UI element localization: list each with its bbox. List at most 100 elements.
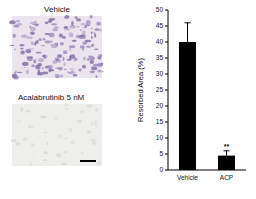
texture <box>53 30 59 31</box>
texture <box>94 33 96 37</box>
texture <box>63 63 65 67</box>
texture <box>78 35 83 37</box>
texture <box>90 60 94 64</box>
texture <box>89 56 95 60</box>
texture <box>25 49 31 53</box>
texture <box>58 134 62 138</box>
texture <box>31 65 35 68</box>
texture <box>43 159 47 161</box>
micrograph <box>11 102 102 166</box>
texture <box>86 105 92 108</box>
texture <box>27 57 33 61</box>
texture <box>81 35 84 38</box>
texture <box>9 20 16 24</box>
texture <box>97 163 102 164</box>
texture <box>81 23 86 26</box>
texture <box>20 48 24 50</box>
texture <box>43 132 47 134</box>
texture <box>63 51 68 52</box>
texture <box>91 66 97 70</box>
texture <box>30 22 36 24</box>
bars <box>179 23 235 170</box>
texture <box>99 28 102 31</box>
panel-label: Vehicle <box>44 5 70 14</box>
texture <box>50 41 53 43</box>
texture <box>14 72 16 74</box>
texture <box>64 15 69 19</box>
texture <box>67 71 70 72</box>
texture <box>71 141 75 145</box>
texture <box>55 57 59 59</box>
texture <box>22 62 29 66</box>
texture <box>64 28 70 30</box>
texture <box>76 35 78 39</box>
texture <box>63 52 67 54</box>
texture <box>55 67 60 69</box>
texture <box>30 32 35 35</box>
texture <box>60 42 64 46</box>
texture <box>15 143 20 146</box>
x-tick-label: ACP <box>220 174 233 181</box>
texture <box>75 16 78 19</box>
texture <box>82 151 84 154</box>
texture <box>97 161 102 165</box>
texture <box>55 74 58 77</box>
y-tick-label: 45 <box>156 22 164 29</box>
texture <box>14 49 16 50</box>
texture <box>73 74 78 77</box>
texture <box>92 141 96 145</box>
texture <box>91 44 94 47</box>
y-tick-label: 25 <box>156 86 164 93</box>
y-tick <box>165 58 168 59</box>
texture <box>52 60 57 64</box>
texture <box>26 110 30 113</box>
texture <box>43 38 46 40</box>
texture <box>82 65 86 69</box>
texture <box>100 62 103 64</box>
texture <box>82 47 84 51</box>
texture <box>15 70 17 73</box>
texture <box>31 41 34 44</box>
texture <box>19 44 24 47</box>
texture <box>63 138 67 139</box>
texture <box>27 37 33 39</box>
texture <box>57 54 62 58</box>
texture <box>29 25 31 28</box>
texture <box>91 28 93 30</box>
texture <box>80 45 85 48</box>
error-bar <box>226 151 227 156</box>
texture <box>28 126 34 129</box>
texture <box>20 44 25 45</box>
texture <box>86 20 91 25</box>
texture <box>69 45 75 48</box>
texture <box>91 31 93 34</box>
texture <box>83 27 85 29</box>
texture <box>17 120 21 121</box>
texture <box>96 75 98 78</box>
texture <box>64 69 67 70</box>
texture <box>86 46 91 48</box>
texture <box>45 33 50 35</box>
y-tick <box>165 138 168 139</box>
texture <box>42 67 45 70</box>
y-tick-label: 10 <box>156 134 164 141</box>
texture <box>41 45 45 46</box>
texture <box>20 108 23 112</box>
texture <box>93 64 99 66</box>
texture <box>38 58 44 62</box>
y-tick <box>165 90 168 91</box>
bar <box>218 156 235 170</box>
y-tick-label: 15 <box>156 118 164 125</box>
texture <box>69 128 72 133</box>
texture <box>66 128 68 130</box>
figure: VehicleAcalabrutinib 5 nM051015202530354… <box>0 0 256 199</box>
texture <box>67 59 72 61</box>
texture <box>56 153 61 157</box>
texture <box>65 108 70 110</box>
texture <box>90 15 93 19</box>
texture <box>51 44 58 49</box>
texture <box>36 40 39 44</box>
texture <box>96 22 101 26</box>
y-tick <box>165 154 168 155</box>
y-tick-label: 50 <box>156 6 164 13</box>
